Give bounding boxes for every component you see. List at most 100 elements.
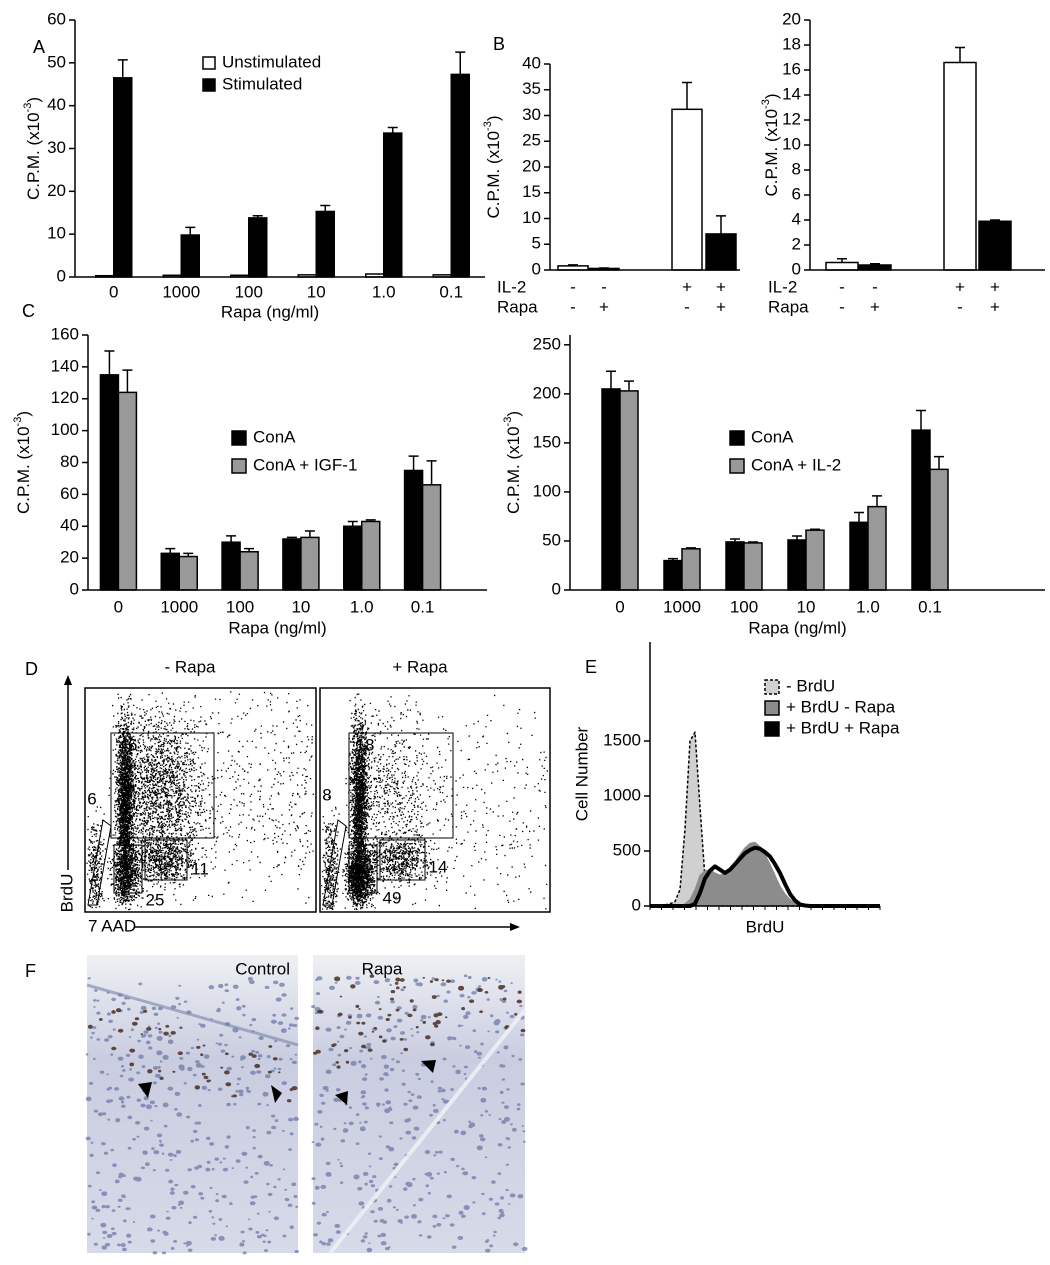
bar bbox=[619, 390, 639, 591]
x-tick-label: 1.0 bbox=[372, 282, 396, 301]
y-tick-label: 140 bbox=[51, 356, 79, 375]
x-tick-label: 1.0 bbox=[856, 597, 880, 616]
y-tick-label: 0 bbox=[552, 579, 561, 598]
y-tick-label: 20 bbox=[522, 156, 541, 175]
y-tick-label: 14 bbox=[782, 84, 801, 103]
bar bbox=[663, 559, 683, 591]
bar bbox=[361, 520, 381, 591]
y-tick-label: 6 bbox=[792, 184, 801, 203]
bar bbox=[383, 132, 403, 278]
bar bbox=[978, 220, 1012, 271]
legend-label: - BrdU bbox=[786, 676, 835, 695]
y-axis-label: C.P.M. (x10-3) bbox=[22, 97, 44, 200]
x-tick-label: 0 bbox=[114, 597, 123, 616]
y-axis-label-exponent: -3 bbox=[760, 99, 772, 109]
y-axis-label-text: C.P.M. (x10 bbox=[24, 112, 43, 200]
error-bar bbox=[226, 535, 237, 543]
x-tick-label: 10 bbox=[291, 597, 310, 616]
panel-letter: E bbox=[585, 657, 597, 677]
error-bar bbox=[320, 204, 331, 212]
y-tick-label: 0 bbox=[70, 579, 79, 598]
gate-label: 49 bbox=[383, 888, 402, 907]
plot-frame bbox=[319, 687, 551, 913]
y-axis-label: C.P.M. (x10-3) bbox=[482, 115, 504, 218]
bar bbox=[180, 234, 200, 278]
y-tick-label: 15 bbox=[522, 182, 541, 201]
x-tick-label: - bbox=[601, 277, 607, 296]
y-tick-label: 50 bbox=[47, 52, 66, 71]
x-axis-label: Rapa (ng/ml) bbox=[748, 618, 846, 637]
x-tick-label: + bbox=[990, 297, 1000, 316]
y-tick-label: 200 bbox=[533, 383, 561, 402]
micrograph bbox=[313, 955, 525, 1253]
error-bar bbox=[122, 369, 133, 393]
x-tick-label: - bbox=[570, 277, 576, 296]
legend-swatch bbox=[729, 430, 745, 446]
y-tick-label: 40 bbox=[522, 53, 541, 72]
y-tick-label: 20 bbox=[782, 9, 801, 28]
tissue-fold bbox=[328, 1008, 527, 1255]
y-tick-label: 20 bbox=[47, 181, 66, 200]
bar bbox=[239, 551, 259, 591]
x-tick-label: 1000 bbox=[663, 597, 701, 616]
legend-swatch bbox=[202, 78, 216, 92]
plot-frame bbox=[84, 687, 317, 913]
y-tick-label: 0 bbox=[532, 259, 541, 278]
x-tick-label: + bbox=[955, 277, 965, 296]
y-tick-label: 40 bbox=[47, 95, 66, 114]
x-tick-label: 0 bbox=[615, 597, 624, 616]
gate-label: 8 bbox=[322, 785, 331, 804]
legend-swatch bbox=[231, 458, 247, 474]
x-tick-label: + bbox=[870, 297, 880, 316]
y-axis-label-exponent: -3 bbox=[482, 121, 494, 131]
x-tick-label: 1000 bbox=[162, 282, 200, 301]
gate bbox=[110, 732, 215, 839]
bar bbox=[725, 541, 745, 591]
x-axis-label: BrdU bbox=[746, 917, 785, 936]
x-tick-label: 100 bbox=[226, 597, 254, 616]
bar bbox=[911, 429, 931, 591]
y-tick-label: 30 bbox=[522, 105, 541, 124]
y-tick-label: 1500 bbox=[603, 730, 641, 749]
error-bar bbox=[955, 46, 965, 63]
y-tick-label: 10 bbox=[522, 208, 541, 227]
y-axis-label-text: C.P.M. (x10 bbox=[504, 426, 523, 514]
error-bar bbox=[347, 520, 358, 527]
error-bar bbox=[104, 350, 115, 375]
bar bbox=[248, 217, 268, 278]
legend-swatch bbox=[764, 721, 780, 737]
y-tick-label: 25 bbox=[522, 131, 541, 150]
y-tick-label: 10 bbox=[47, 224, 66, 243]
x-tick-label: - bbox=[684, 297, 690, 316]
y-tick-label: 20 bbox=[60, 548, 79, 567]
error-bar bbox=[606, 370, 616, 389]
y-tick-label: 16 bbox=[782, 59, 801, 78]
y-axis-label-text: ) bbox=[762, 93, 781, 99]
error-bar bbox=[716, 215, 726, 234]
bar bbox=[99, 374, 120, 591]
nuclei bbox=[311, 974, 528, 1253]
x-tick-label: + bbox=[599, 297, 609, 316]
y-tick-label: 18 bbox=[782, 34, 801, 53]
axis-label: 7 AAD bbox=[88, 916, 136, 935]
y-tick-label: 5 bbox=[532, 234, 541, 253]
y-axis-label-text: ) bbox=[24, 97, 43, 103]
y-tick-label: 2 bbox=[792, 234, 801, 253]
y-axis-label-exponent: -3 bbox=[502, 417, 514, 427]
y-tick-label: 150 bbox=[533, 432, 561, 451]
y-tick-label: 40 bbox=[60, 516, 79, 535]
x-axis-label: Rapa (ng/ml) bbox=[221, 302, 319, 321]
error-bar bbox=[426, 460, 437, 485]
bar bbox=[421, 484, 442, 591]
y-axis-label-text: C.P.M. (x10 bbox=[484, 131, 503, 219]
bar bbox=[743, 542, 763, 591]
row-label: IL-2 bbox=[768, 277, 797, 296]
legend-label: ConA + IGF-1 bbox=[253, 455, 357, 474]
x-tick-label: 10 bbox=[307, 282, 326, 301]
bar bbox=[113, 77, 133, 278]
x-tick-label: 1000 bbox=[160, 597, 198, 616]
y-axis-label: C.P.M. (x10-3) bbox=[502, 411, 524, 514]
y-axis-label: C.P.M. (x10-3) bbox=[760, 93, 782, 196]
plot-title: + Rapa bbox=[392, 657, 448, 676]
bar bbox=[849, 521, 869, 591]
